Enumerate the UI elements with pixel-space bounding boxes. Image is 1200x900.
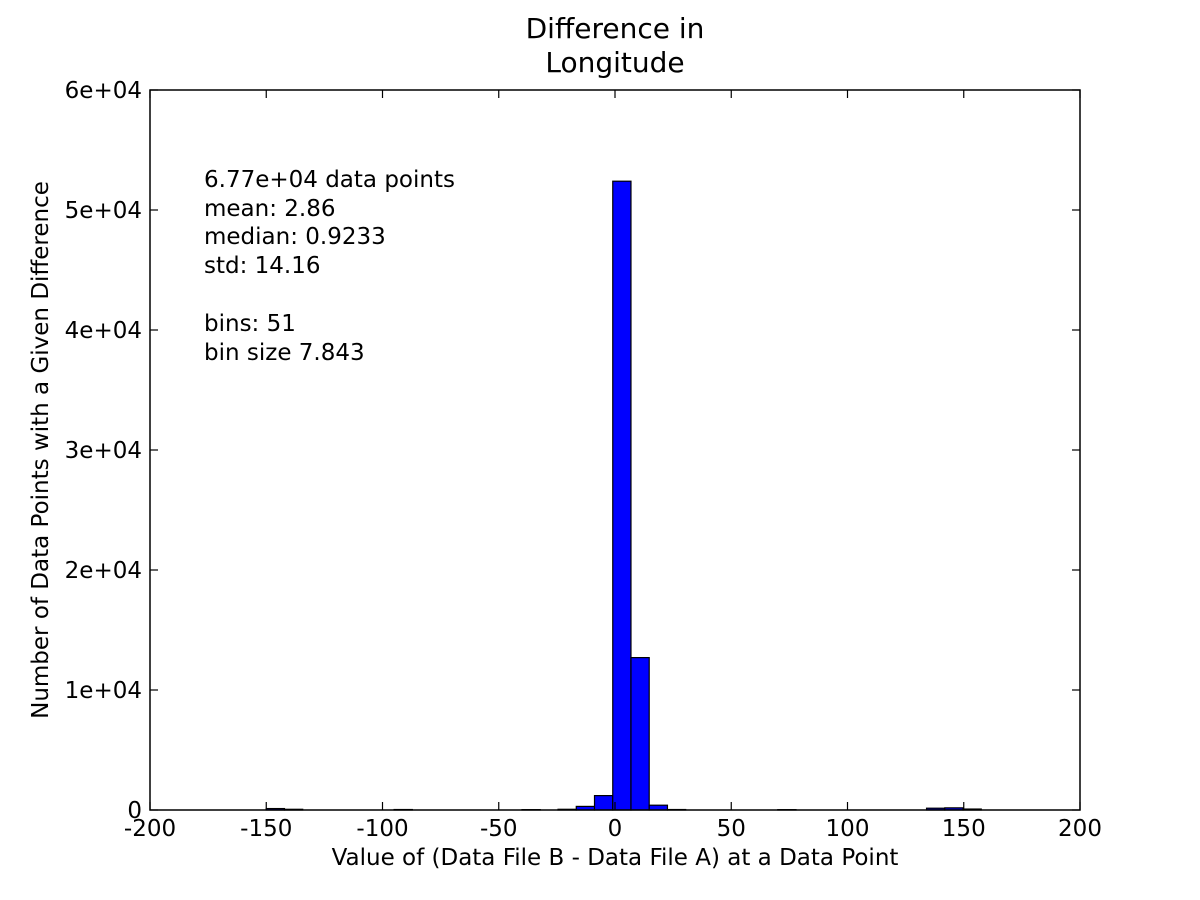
x-tick-label-2: -100 — [356, 816, 408, 842]
chart-title-line-1: Difference in — [526, 12, 705, 45]
chart-title-line-2: Longitude — [545, 46, 684, 79]
stats-line-mean: mean: 2.86 — [204, 196, 336, 222]
y-tick-label-2: 2e+04 — [65, 558, 142, 584]
x-axis-label: Value of (Data File B - Data File A) at … — [332, 845, 899, 871]
x-tick-label-3: -50 — [480, 816, 518, 842]
x-tick-label-8: 200 — [1058, 816, 1102, 842]
stats-annotation: 6.77e+04 data points mean: 2.86 median: … — [204, 167, 455, 366]
x-tick-label-0: -200 — [124, 816, 176, 842]
tick-labels-group: -200 -150 -100 -50 0 50 100 150 200 0 1e+04 2e+04 3e… — [65, 78, 1102, 842]
histogram-bar-7 — [612, 180, 632, 811]
x-tick-label-5: 50 — [717, 816, 746, 842]
y-tick-label-5: 5e+04 — [65, 198, 142, 224]
stats-line-std: std: 14.16 — [204, 253, 321, 279]
y-tick-label-1: 1e+04 — [65, 678, 142, 704]
bars-group — [265, 180, 982, 811]
x-tick-label-1: -150 — [240, 816, 292, 842]
histogram-bar-8 — [630, 656, 650, 811]
x-tick-label-4: 0 — [608, 816, 623, 842]
stats-line-bins: bins: 51 — [204, 311, 296, 337]
y-tick-label-0: 0 — [127, 798, 142, 824]
x-tick-label-7: 150 — [942, 816, 986, 842]
histogram-bar-6 — [593, 794, 614, 811]
y-axis-label: Number of Data Points with a Given Diffe… — [28, 181, 54, 719]
stats-line-data-points: 6.77e+04 data points — [204, 167, 455, 193]
x-tick-label-6: 100 — [826, 816, 870, 842]
stats-line-median: median: 0.9233 — [204, 224, 386, 250]
y-tick-label-4: 4e+04 — [65, 318, 142, 344]
plot-frame — [149, 89, 1081, 811]
stats-line-bin-size: bin size 7.843 — [204, 340, 365, 366]
y-tick-label-3: 3e+04 — [65, 438, 142, 464]
y-tick-label-6: 6e+04 — [65, 78, 142, 104]
